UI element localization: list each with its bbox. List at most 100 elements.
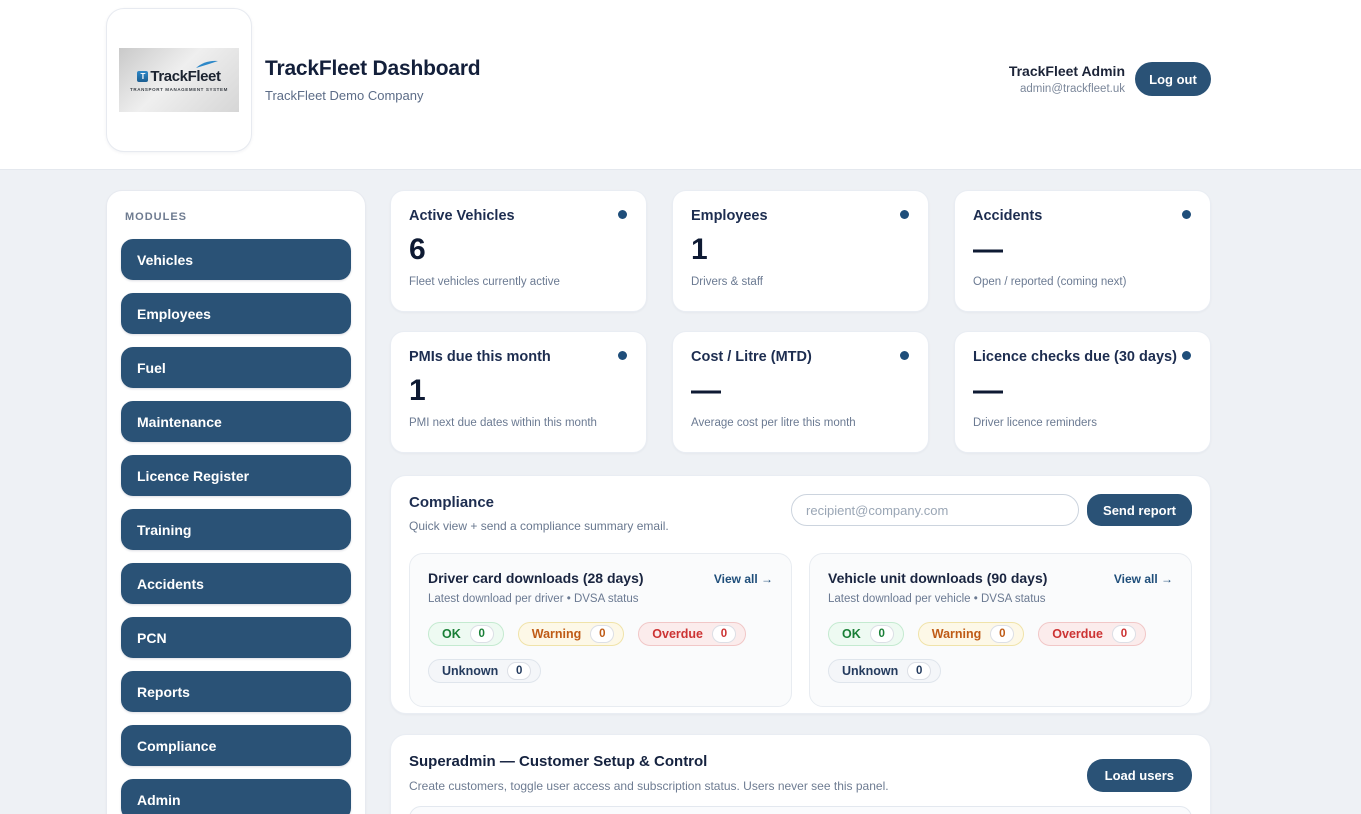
dot-icon	[900, 210, 909, 219]
badge-label: OK	[842, 627, 861, 641]
vehicle-unit-downloads-panel: Vehicle unit downloads (90 days) View al…	[809, 553, 1192, 707]
superadmin-subtitle: Create customers, toggle user access and…	[409, 779, 889, 793]
badge-count: 0	[712, 625, 736, 643]
logo-card: T TrackFleet TRANSPORT MANAGEMENT SYSTEM	[106, 8, 252, 152]
stat-description: Open / reported (coming next)	[973, 276, 1127, 288]
badge-label: Warning	[931, 627, 982, 641]
load-users-button[interactable]: Load users	[1086, 759, 1192, 792]
stat-description: Fleet vehicles currently active	[409, 276, 560, 288]
page-title: TrackFleet Dashboard	[265, 57, 481, 80]
panel-subtitle: Latest download per driver • DVSA status	[428, 593, 639, 605]
compliance-actions: Send report	[791, 494, 1192, 526]
driver-card-downloads-panel: Driver card downloads (28 days) View all…	[409, 553, 792, 707]
stat-card-licence-checks: Licence checks due (30 days) — Driver li…	[954, 331, 1211, 453]
body: MODULES Vehicles Employees Fuel Maintena…	[0, 170, 1361, 814]
sidebar-item-compliance[interactable]: Compliance	[121, 725, 351, 766]
stat-value: 1	[409, 374, 426, 407]
stat-value: 1	[691, 233, 708, 266]
stat-title: Accidents	[973, 208, 1043, 224]
badge-count: 0	[869, 625, 894, 643]
compliance-subtitle: Quick view + send a compliance summary e…	[409, 519, 669, 533]
sidebar-heading: MODULES	[125, 211, 187, 223]
stat-value: 6	[409, 233, 426, 266]
logo-image: T TrackFleet TRANSPORT MANAGEMENT SYSTEM	[119, 48, 239, 112]
sidebar-item-pcn[interactable]: PCN	[121, 617, 351, 658]
stat-description: Driver licence reminders	[973, 417, 1097, 429]
sidebar-item-employees[interactable]: Employees	[121, 293, 351, 334]
sidebar-item-reports[interactable]: Reports	[121, 671, 351, 712]
badge-count: 0	[990, 625, 1015, 643]
dot-icon	[1182, 351, 1191, 360]
view-all-link[interactable]: View all →	[1113, 572, 1173, 586]
dot-icon	[900, 351, 909, 360]
sidebar-item-licence-register[interactable]: Licence Register	[121, 455, 351, 496]
send-report-button[interactable]: Send report	[1087, 494, 1192, 526]
status-badge-unknown: Unknown 0	[428, 659, 542, 683]
compliance-title: Compliance	[409, 494, 495, 511]
badge-label: Overdue	[1052, 627, 1103, 641]
panel-title: Driver card downloads (28 days)	[428, 570, 644, 586]
dot-icon	[1182, 210, 1191, 219]
stat-title: PMIs due this month	[409, 349, 551, 365]
logo-brand-text: TrackFleet	[150, 68, 221, 85]
stat-title: Employees	[691, 208, 768, 224]
dot-icon	[618, 210, 627, 219]
sidebar-item-vehicles[interactable]: Vehicles	[121, 239, 351, 280]
stat-card-employees: Employees 1 Drivers & staff	[672, 190, 929, 312]
stat-title: Licence checks due (30 days)	[973, 349, 1177, 365]
sidebar-item-admin[interactable]: Admin	[121, 779, 351, 814]
superadmin-title: Superadmin — Customer Setup & Control	[409, 753, 708, 770]
stat-card-pmis-due: PMIs due this month 1 PMI next due dates…	[390, 331, 647, 453]
view-all-link[interactable]: View all →	[713, 572, 773, 586]
superadmin-inner-panel	[409, 806, 1192, 814]
logo-mark-icon: T	[137, 71, 149, 82]
status-badges: OK 0 Warning 0 Overdue 0	[828, 622, 1173, 683]
recipient-email-input[interactable]	[791, 494, 1080, 526]
compliance-section: Compliance Quick view + send a complianc…	[390, 475, 1211, 714]
stat-card-active-vehicles: Active Vehicles 6 Fleet vehicles current…	[390, 190, 647, 312]
stat-description: PMI next due dates within this month	[409, 417, 597, 429]
stat-card-accidents: Accidents — Open / reported (coming next…	[954, 190, 1211, 312]
main-content: Active Vehicles 6 Fleet vehicles current…	[390, 190, 1211, 814]
status-badge-overdue: Overdue 0	[638, 622, 746, 646]
page-subtitle: TrackFleet Demo Company	[265, 88, 424, 103]
logout-button[interactable]: Log out	[1135, 62, 1211, 96]
compliance-header-text: Compliance Quick view + send a complianc…	[409, 494, 669, 533]
sidebar-item-accidents[interactable]: Accidents	[121, 563, 351, 604]
sidebar-item-training[interactable]: Training	[121, 509, 351, 550]
badge-count: 0	[469, 625, 494, 643]
status-badge-warning: Warning 0	[517, 622, 625, 646]
badge-label: Unknown	[842, 664, 899, 678]
header: T TrackFleet TRANSPORT MANAGEMENT SYSTEM…	[0, 0, 1361, 170]
status-badge-ok: OK 0	[428, 622, 504, 646]
superadmin-section: Superadmin — Customer Setup & Control Cr…	[390, 734, 1211, 814]
badge-label: Unknown	[442, 664, 499, 678]
stat-value: —	[691, 374, 721, 407]
status-badges: OK 0 Warning 0 Overdue 0	[428, 622, 773, 683]
user-name: TrackFleet Admin	[1008, 63, 1125, 79]
badge-label: Overdue	[652, 627, 703, 641]
badge-count: 0	[1112, 625, 1136, 643]
superadmin-header-text: Superadmin — Customer Setup & Control Cr…	[409, 753, 889, 793]
sidebar-item-maintenance[interactable]: Maintenance	[121, 401, 351, 442]
logo-tagline: TRANSPORT MANAGEMENT SYSTEM	[130, 87, 228, 92]
sidebar-item-fuel[interactable]: Fuel	[121, 347, 351, 388]
status-badge-overdue: Overdue 0	[1038, 622, 1146, 646]
status-badge-warning: Warning 0	[917, 622, 1025, 646]
badge-count: 0	[907, 662, 932, 680]
badge-count: 0	[590, 625, 615, 643]
badge-label: OK	[442, 627, 461, 641]
dot-icon	[618, 351, 627, 360]
badge-label: Warning	[531, 627, 582, 641]
stat-description: Drivers & staff	[691, 276, 763, 288]
panel-title: Vehicle unit downloads (90 days)	[828, 570, 1048, 586]
stat-value: —	[973, 374, 1003, 407]
status-badge-ok: OK 0	[828, 622, 904, 646]
stat-card-cost-per-litre: Cost / Litre (MTD) — Average cost per li…	[672, 331, 929, 453]
sidebar: MODULES Vehicles Employees Fuel Maintena…	[106, 190, 366, 814]
stat-description: Average cost per litre this month	[691, 417, 856, 429]
stats-grid: Active Vehicles 6 Fleet vehicles current…	[390, 190, 1211, 453]
stat-title: Cost / Litre (MTD)	[691, 349, 812, 365]
user-block: TrackFleet Admin admin@trackfleet.uk	[1009, 63, 1125, 95]
stat-title: Active Vehicles	[409, 208, 515, 224]
